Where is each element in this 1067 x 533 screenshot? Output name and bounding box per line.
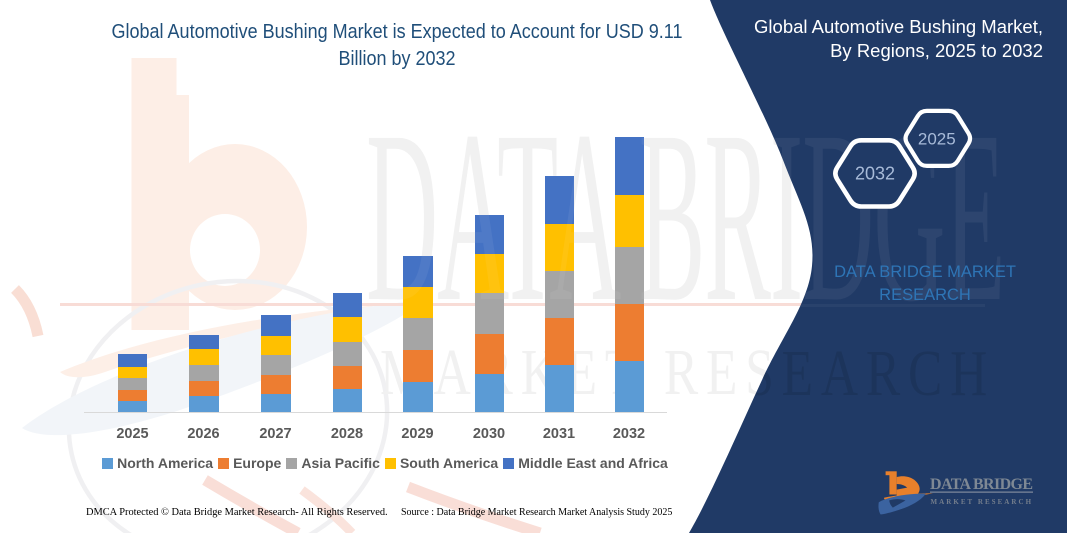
svg-text:2025: 2025 (918, 129, 956, 148)
svg-text:MARKET RESEARCH: MARKET RESEARCH (931, 498, 1034, 506)
svg-text:DATA BRIDGE: DATA BRIDGE (930, 476, 1033, 493)
svg-text:2032: 2032 (855, 164, 895, 184)
